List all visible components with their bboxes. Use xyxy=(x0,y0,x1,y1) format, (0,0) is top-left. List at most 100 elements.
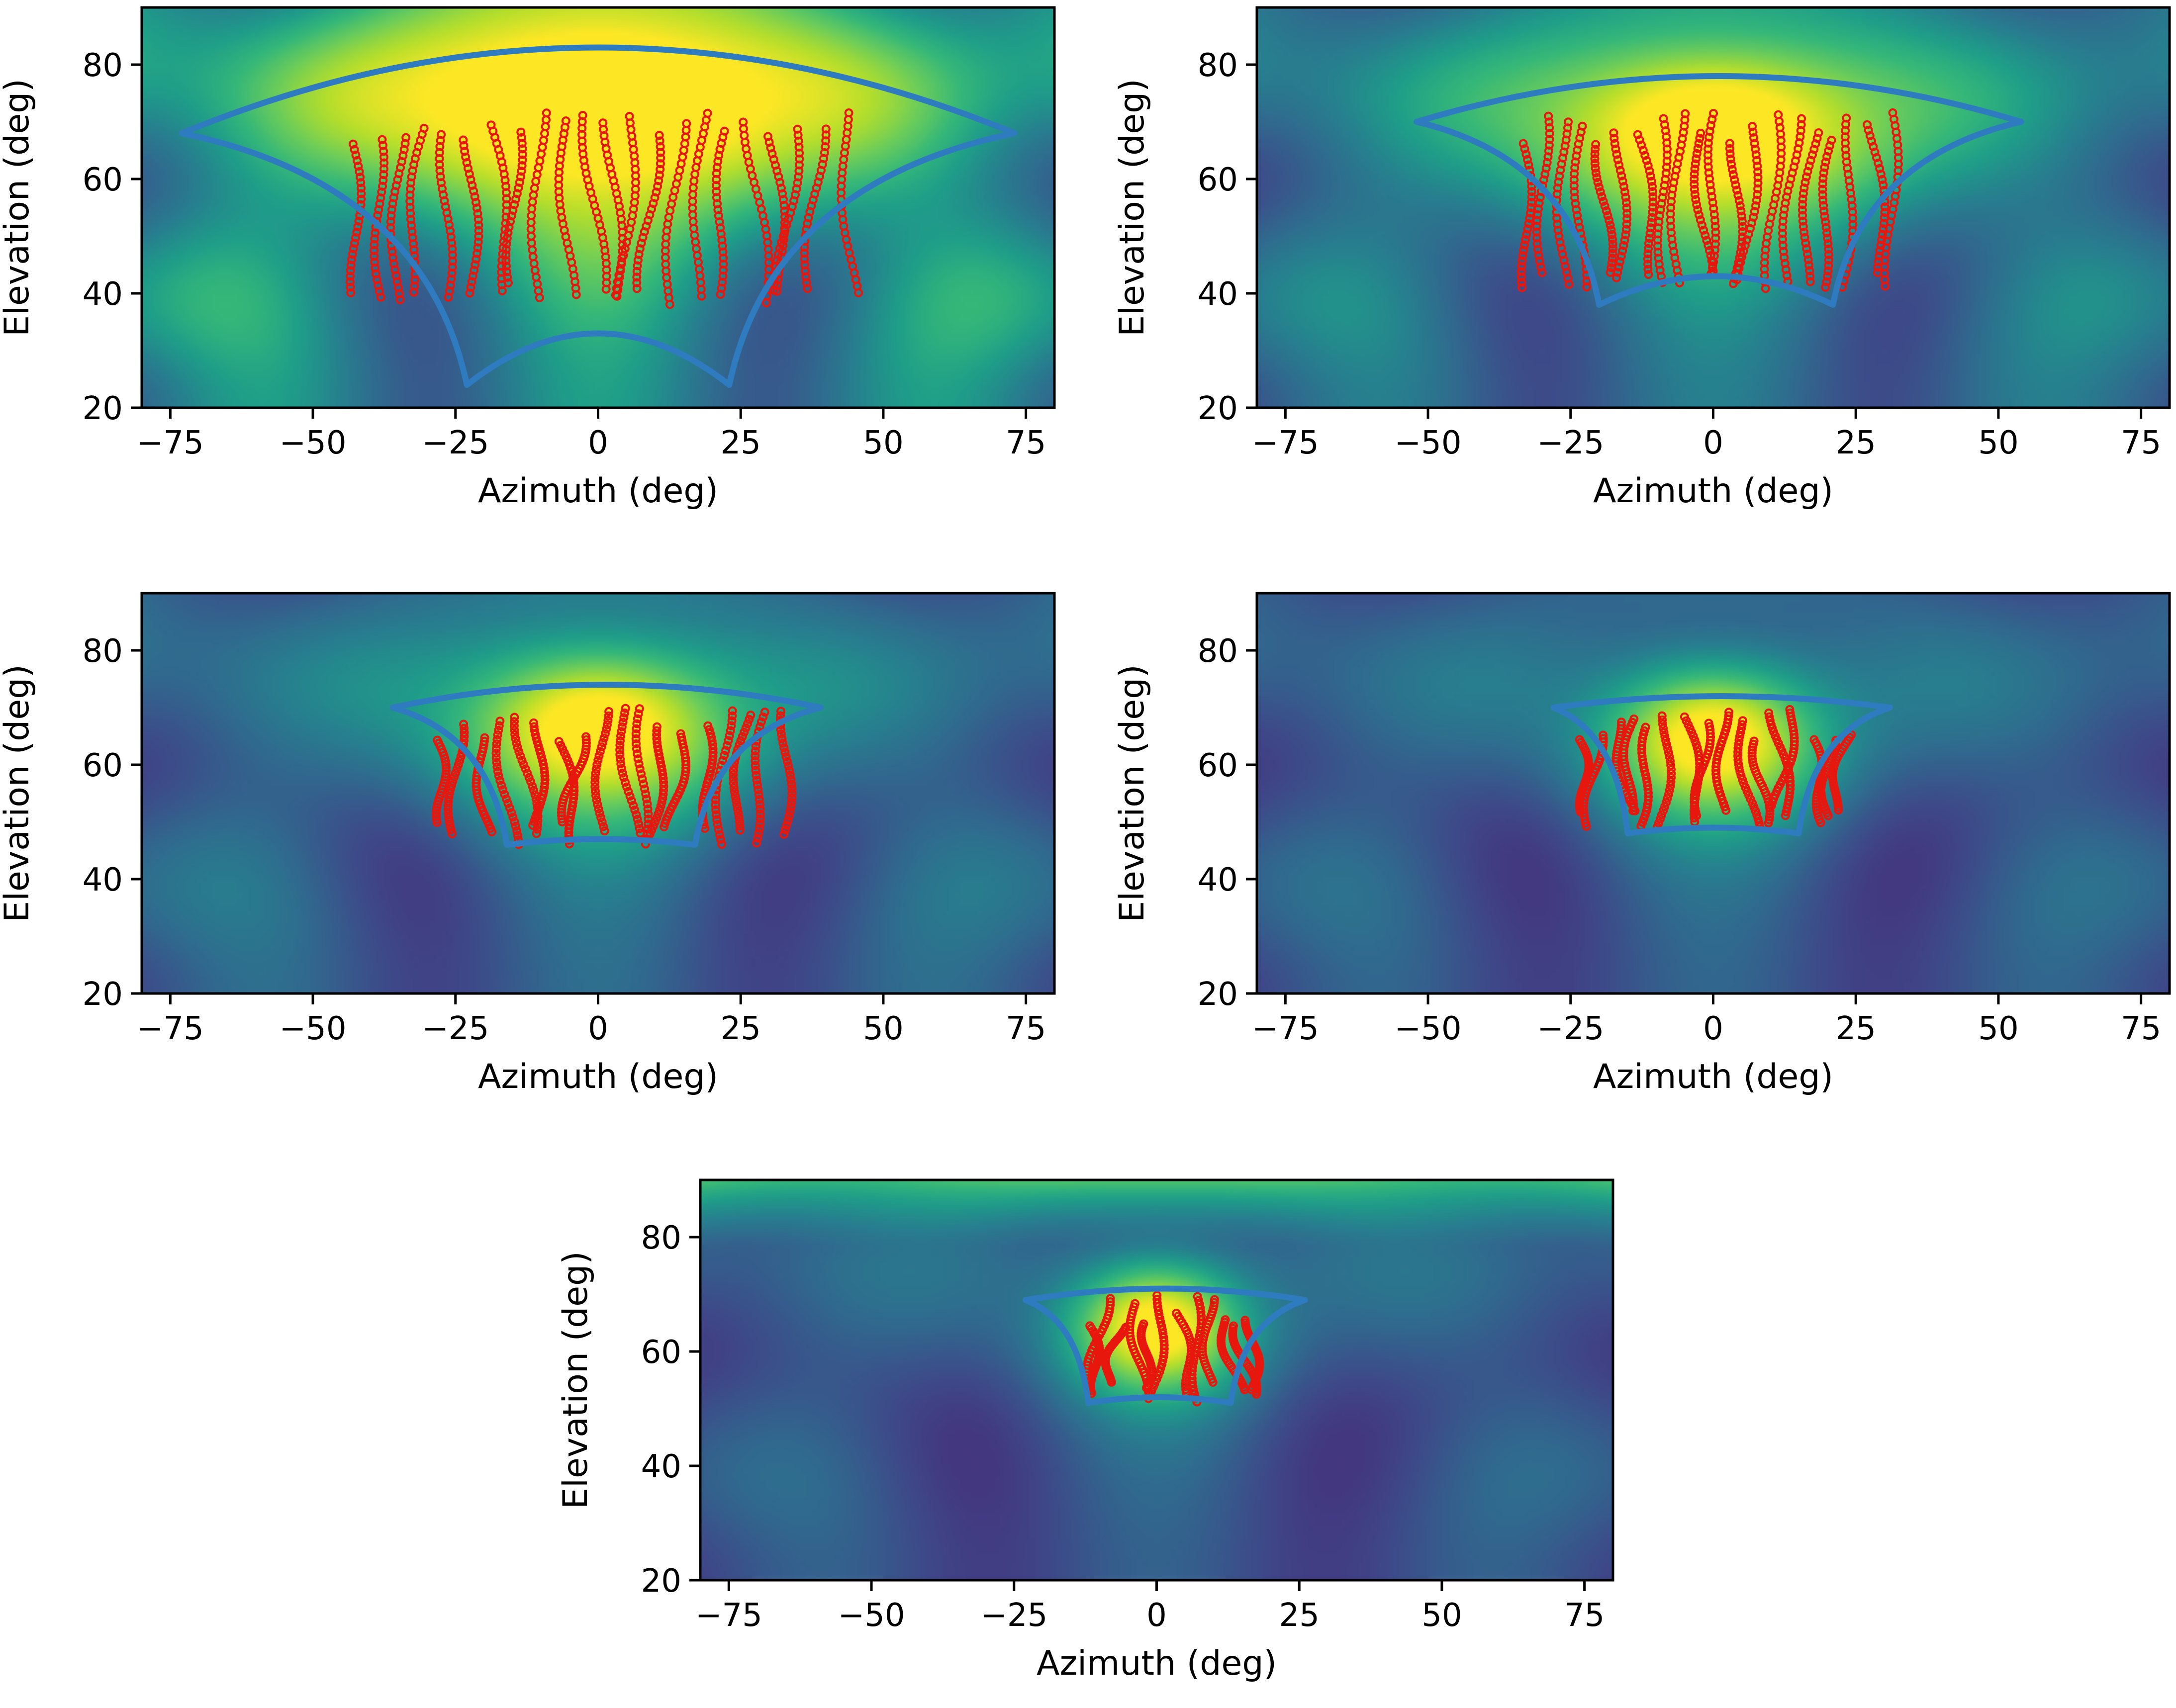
track-point xyxy=(502,262,511,271)
track-point xyxy=(352,227,362,237)
coverage-region-outline xyxy=(1550,693,1893,836)
track-point xyxy=(1820,212,1829,221)
track-point xyxy=(1663,794,1672,803)
track-point xyxy=(740,727,749,737)
track-point xyxy=(1525,214,1534,223)
track-point xyxy=(1189,1386,1198,1395)
track-point xyxy=(348,139,358,149)
track-point xyxy=(528,820,538,830)
track-point xyxy=(624,787,633,796)
track-point xyxy=(715,830,724,839)
track-point xyxy=(1622,214,1632,223)
track-point xyxy=(1710,222,1720,231)
track-points xyxy=(1575,705,1856,832)
track-point xyxy=(1621,198,1631,207)
track-point xyxy=(379,158,389,168)
track-point xyxy=(1735,731,1744,741)
track-point xyxy=(346,261,356,270)
track-point xyxy=(1520,144,1529,154)
track-point xyxy=(1648,202,1658,212)
track-point xyxy=(1749,133,1758,143)
track-point xyxy=(1660,802,1670,811)
track-point xyxy=(1645,228,1655,238)
x-axis-label: Azimuth (deg) xyxy=(478,471,718,511)
track-point xyxy=(1619,182,1628,191)
track-point xyxy=(1642,156,1651,165)
x-tick-label: −25 xyxy=(422,425,489,461)
track-point xyxy=(1523,155,1532,164)
track-point xyxy=(357,194,366,204)
track-point xyxy=(1660,732,1670,741)
track-point xyxy=(491,744,501,753)
track-point xyxy=(731,792,740,801)
track-point xyxy=(1608,239,1617,249)
track-point xyxy=(517,161,527,171)
track-point xyxy=(355,167,364,177)
track-point xyxy=(800,260,809,270)
track-point xyxy=(507,808,516,817)
track-point xyxy=(506,217,515,226)
track-point xyxy=(1725,149,1735,159)
track-point xyxy=(1738,222,1747,231)
track-point xyxy=(1158,1355,1168,1365)
track-point xyxy=(1800,178,1810,187)
track-point xyxy=(1733,755,1743,765)
track-point xyxy=(751,751,760,760)
x-tick-label: 25 xyxy=(1279,1597,1320,1634)
track-point xyxy=(1667,773,1676,782)
track-point xyxy=(467,277,476,286)
track-point xyxy=(1615,166,1625,175)
track-point xyxy=(347,255,357,265)
track-point xyxy=(745,715,754,724)
track-point xyxy=(591,791,600,800)
y-tick-label: 20 xyxy=(1198,976,1238,1013)
y-tick-label: 80 xyxy=(83,47,123,84)
y-tick-label: 60 xyxy=(1198,162,1238,198)
track-point xyxy=(510,713,519,722)
track-point xyxy=(1752,156,1762,165)
track-point xyxy=(591,764,601,774)
track-point xyxy=(728,706,737,716)
track-point xyxy=(1690,180,1699,189)
track-point xyxy=(627,796,636,806)
track-point xyxy=(787,789,797,798)
track-point xyxy=(785,766,794,775)
track-point xyxy=(1246,1385,1256,1394)
track-point xyxy=(780,825,790,834)
track-point xyxy=(473,209,482,218)
track-point xyxy=(1545,135,1554,144)
track-point xyxy=(512,738,521,748)
track-point xyxy=(760,708,769,717)
track-point xyxy=(370,240,379,249)
track-point xyxy=(1517,262,1526,271)
track-point xyxy=(714,825,723,834)
track-point xyxy=(534,741,543,750)
track-point xyxy=(1590,154,1600,164)
track-point xyxy=(1517,256,1527,266)
track-point xyxy=(595,809,604,818)
track-point xyxy=(1752,195,1761,205)
x-tick-label: 0 xyxy=(588,1010,608,1047)
track-point xyxy=(731,796,741,805)
x-tick-label: 0 xyxy=(1703,425,1723,461)
track-point xyxy=(446,825,456,834)
x-tick-label: −50 xyxy=(1395,425,1462,461)
track-point xyxy=(510,725,519,735)
track-point xyxy=(716,289,725,299)
track-point xyxy=(1646,172,1655,181)
track-point xyxy=(1590,149,1600,159)
track-point xyxy=(1607,230,1616,239)
track-point xyxy=(1640,151,1650,160)
track-point xyxy=(800,243,809,252)
track-point xyxy=(1753,173,1763,182)
track-point xyxy=(537,752,546,762)
track-point xyxy=(652,734,662,743)
track-point xyxy=(1801,238,1810,248)
x-tick-label: 50 xyxy=(863,425,903,461)
track-point xyxy=(779,200,789,210)
track-point xyxy=(1824,146,1833,156)
track-point xyxy=(1643,260,1652,269)
x-tick-label: 50 xyxy=(1978,1010,2018,1047)
track-point xyxy=(1628,806,1638,815)
track-point xyxy=(769,285,778,295)
